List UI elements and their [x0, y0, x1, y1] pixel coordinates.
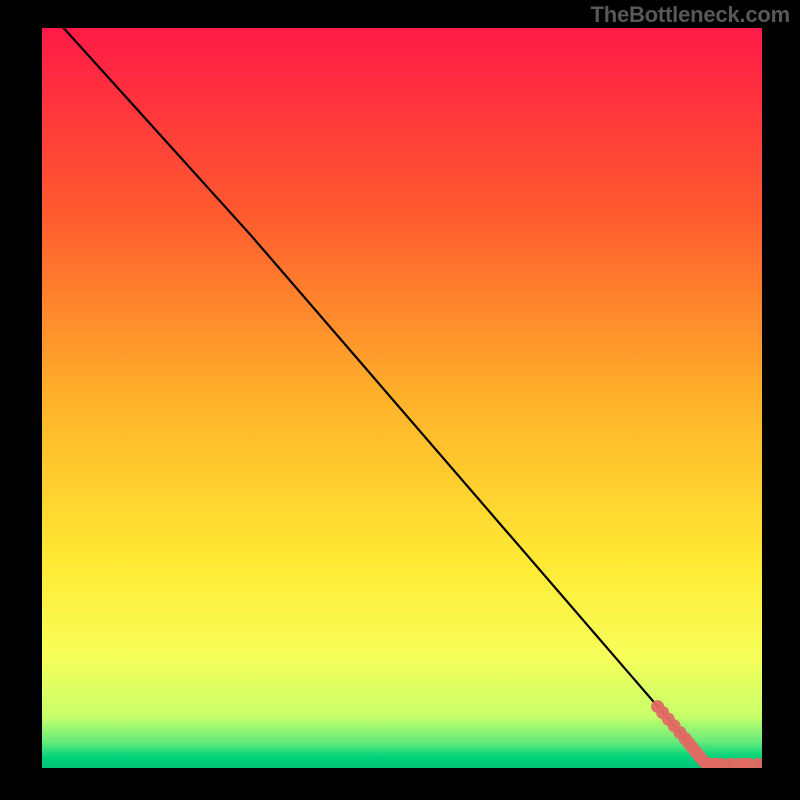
- chart-wrapper: TheBottleneck.com: [0, 0, 800, 800]
- chart-canvas: [42, 28, 762, 768]
- plot-background: [42, 28, 762, 768]
- watermark-text: TheBottleneck.com: [590, 2, 790, 28]
